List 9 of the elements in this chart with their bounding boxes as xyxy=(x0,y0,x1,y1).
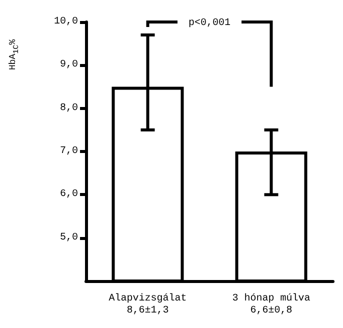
y-tick-label: 7,0 xyxy=(60,146,78,157)
y-tick-label: 5,0 xyxy=(60,232,78,244)
annotation: p<0,001 xyxy=(188,18,231,29)
y-tick-label: 9,0 xyxy=(60,60,78,71)
x-tick-label: 3 hónap múlva 6,6±0,8 xyxy=(232,292,310,316)
y-tick-label: 6,0 xyxy=(60,189,78,200)
y-tick-label: 10,0 xyxy=(54,16,78,28)
x-tick-label: Alapvizsgálat 8,6±1,3 xyxy=(108,292,187,316)
y-tick-label: 8,0 xyxy=(60,102,78,114)
